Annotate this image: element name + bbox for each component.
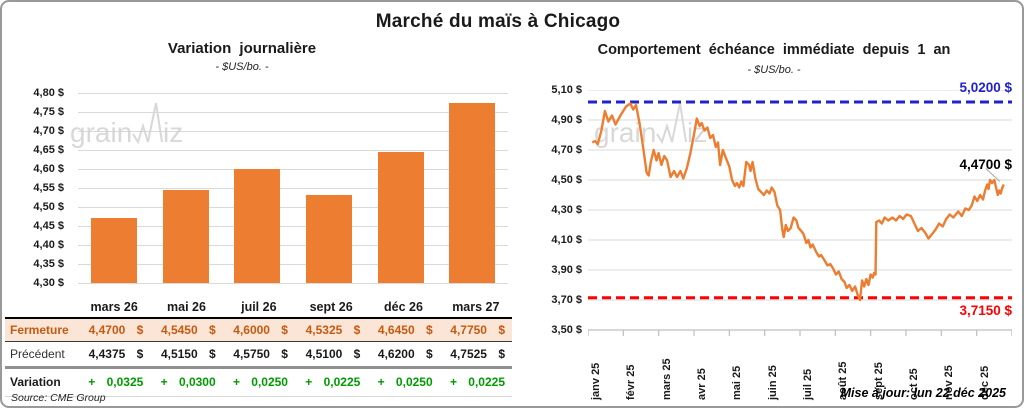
- table-row-variation: Variation + 0,0325 + 0,0300 + 0,0250 + 0…: [5, 367, 512, 397]
- y-tick-label: 4,75 $: [33, 106, 64, 118]
- svg-text:iz: iz: [163, 117, 183, 148]
- gridline: [78, 283, 508, 284]
- x-tick-label: mai 25: [731, 365, 744, 400]
- bar-chart-subtitle: - $US/bo. -: [215, 61, 269, 73]
- table-cell: 4,7750 $: [439, 318, 512, 342]
- gridline: [78, 207, 508, 208]
- x-tick-label: avr 25: [696, 368, 708, 400]
- y-tick-label: 4,30 $: [551, 204, 582, 216]
- bar-chart-y-axis: 4,80 $ 4,75 $ 4,70 $ 4,65 $ 4,60 $ 4,55 $ 4,50…: [16, 86, 64, 289]
- table-row-fermeture: Fermeture 4,4700 $ 4,5450 $ 4,6000 $ 4,5…: [5, 318, 512, 342]
- bar-chart-title: Variation journalière: [167, 40, 317, 57]
- x-tick-label: juin 25: [766, 365, 779, 400]
- bar-mai 26: [162, 189, 209, 283]
- y-tick-label: 5,10 $: [551, 84, 582, 96]
- line-plot: [588, 90, 1012, 336]
- bar-déc 26: [377, 151, 424, 283]
- gridline: [78, 131, 508, 132]
- gridline: [78, 150, 508, 151]
- table-cell: 4,6000 $: [222, 318, 295, 342]
- x-tick-label: janv 25: [590, 362, 602, 400]
- table-cell: 4,5150 $: [150, 341, 223, 369]
- table-cell: + 0,0250: [222, 367, 295, 397]
- gridline: [78, 226, 508, 227]
- price-line: [591, 102, 1005, 302]
- gridline: [78, 169, 508, 170]
- y-tick-label: 4,60 $: [33, 163, 64, 175]
- gridline: [78, 93, 508, 94]
- y-tick-label: 3,70 $: [551, 294, 582, 306]
- table-cell: + 0,0225: [294, 367, 368, 397]
- y-tick-label: 3,90 $: [551, 264, 582, 276]
- svg-text:grain: grain: [70, 117, 132, 148]
- y-tick-label: 4,50 $: [551, 174, 582, 186]
- table-cell: 4,6450 $: [367, 318, 440, 342]
- gridline: [78, 112, 508, 113]
- line-chart-title: Comportement échéance immédiate depuis 1…: [597, 42, 951, 58]
- table-cell: 4,4700 $: [78, 318, 151, 342]
- bar-mars 27: [449, 102, 496, 283]
- table-cell: + 0,0250: [367, 367, 440, 397]
- line-chart-y-axis: 5,10 $ 4,90 $ 4,70 $ 4,50 $ 4,30 $ 4,10 $ 3,90…: [530, 83, 582, 336]
- y-tick-label: 4,10 $: [551, 234, 582, 246]
- bar-juil 26: [234, 169, 281, 283]
- y-tick-label: 4,70 $: [551, 144, 582, 156]
- x-tick-label: févr 25: [625, 364, 638, 400]
- y-tick-label: 4,65 $: [33, 144, 64, 156]
- row-label: Fermeture: [5, 318, 78, 342]
- y-tick-label: 4,40 $: [33, 239, 64, 251]
- table-cell: + 0,0325: [78, 367, 151, 397]
- x-tick-label: juil 25: [802, 368, 814, 400]
- y-tick-label: 4,90 $: [551, 114, 582, 126]
- column-header: mars 27: [439, 298, 512, 319]
- table-cell: 4,5750 $: [222, 341, 295, 369]
- gridline: [78, 188, 508, 189]
- y-tick-label: 4,45 $: [33, 220, 64, 232]
- gridline: [78, 264, 508, 265]
- last-value-label: 4,4700 $: [959, 157, 1012, 172]
- row-label: Précédent: [5, 341, 78, 369]
- y-tick-label: 4,70 $: [33, 125, 64, 137]
- table-cell: + 0,0225: [439, 367, 512, 397]
- bar-plot: [78, 93, 508, 284]
- table-cell: 4,5100 $: [294, 341, 368, 369]
- line-chart-subtitle: - $US/bo. -: [747, 64, 801, 76]
- update-note: Mise à jour: lun 22 déc 2025: [840, 386, 1006, 400]
- table-corner-cell: [5, 298, 78, 319]
- page-title: Marché du maïs à Chicago: [375, 11, 621, 32]
- grainwiz-watermark: grain iz: [70, 102, 183, 148]
- table-cell: 4,5325 $: [294, 318, 368, 342]
- y-tick-label: 3,50 $: [551, 324, 582, 336]
- table-cell: + 0,0300: [150, 367, 223, 397]
- y-tick-label: 4,30 $: [33, 277, 64, 289]
- gridline: [78, 245, 508, 246]
- table-cell: 4,7525 $: [439, 341, 512, 369]
- low-line-label: 3,7150 $: [959, 303, 1012, 318]
- table-cell: 4,6200 $: [367, 341, 440, 369]
- row-label: Variation: [5, 367, 78, 397]
- bar-mars 26: [90, 218, 137, 283]
- label-leader-line: [985, 168, 1001, 182]
- table-header-row: mars 26 mai 26 juil 26 sept 26 déc 26 ma…: [5, 298, 512, 319]
- column-header: mars 26: [78, 298, 151, 319]
- table-row-precedent: Précédent 4,4375 $ 4,5150 $ 4,5750 $ 4,5…: [5, 341, 512, 369]
- column-header: déc 26: [367, 298, 440, 319]
- y-tick-label: 4,50 $: [33, 201, 64, 213]
- column-header: sept 26: [294, 298, 368, 319]
- table-cell: 4,4375 $: [78, 341, 151, 369]
- y-tick-label: 4,35 $: [33, 258, 64, 270]
- table-cell: 4,5450 $: [150, 318, 223, 342]
- futures-table: mars 26 mai 26 juil 26 sept 26 déc 26 ma…: [5, 298, 512, 397]
- column-header: juil 26: [222, 298, 295, 319]
- bar-sept 26: [305, 194, 352, 283]
- high-line-label: 5,0200 $: [959, 80, 1012, 95]
- source-note: Source: CME Group: [11, 392, 106, 404]
- x-tick-label: mars 25: [660, 358, 673, 400]
- column-header: mai 26: [150, 298, 223, 319]
- y-tick-label: 4,80 $: [33, 87, 64, 99]
- y-tick-label: 4,55 $: [33, 182, 64, 194]
- svg-text:grain: grain: [594, 117, 656, 148]
